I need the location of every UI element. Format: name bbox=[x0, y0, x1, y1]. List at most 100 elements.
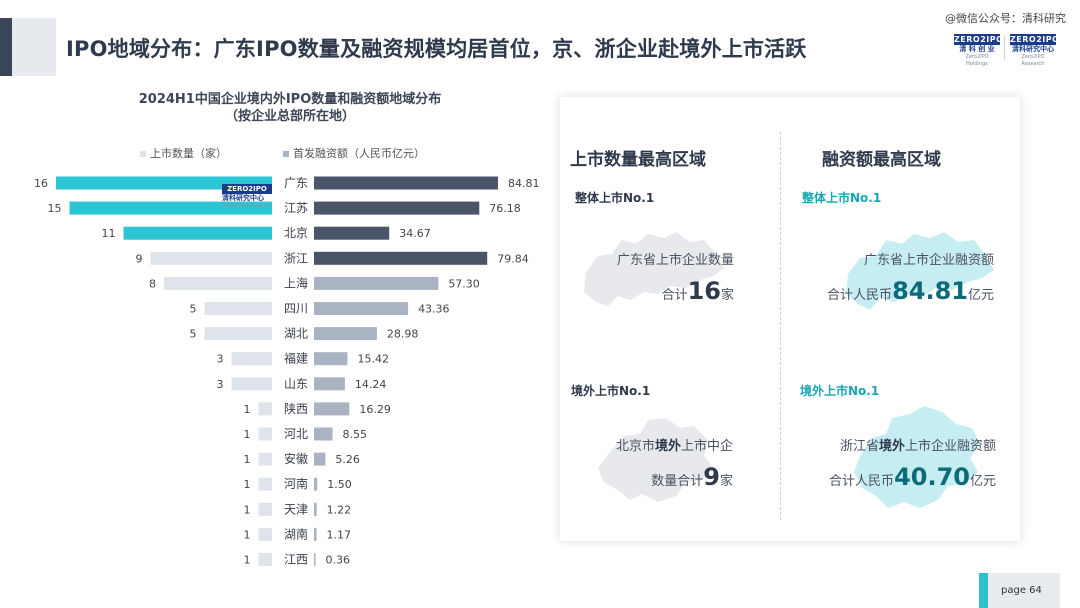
q4-unit: 亿元 bbox=[969, 474, 996, 489]
logo-brand: ZERO2IPO bbox=[1010, 34, 1060, 45]
panel-divider bbox=[780, 132, 781, 520]
q2-unit: 亿元 bbox=[967, 288, 994, 303]
count-value-label: 1 bbox=[244, 428, 251, 441]
q3-label: 境外上市No.1 bbox=[571, 384, 651, 398]
q2-label: 整体上市No.1 bbox=[802, 191, 882, 205]
amount-bar bbox=[314, 427, 333, 441]
q1-number: 16 bbox=[687, 277, 721, 305]
q3-unit: 家 bbox=[719, 474, 733, 489]
amount-bar bbox=[314, 452, 326, 466]
chart-title-line2: （按企业总部所在地） bbox=[224, 109, 355, 124]
region-label: 河北 bbox=[284, 427, 308, 441]
q1-stat: 广东省上市企业数量 合计16家 bbox=[617, 246, 734, 311]
logo-cn-text: 清 科 创 业 bbox=[959, 45, 995, 53]
region-label: 湖南 bbox=[284, 526, 308, 541]
legend-amount: 首发融资额（人民币亿元） bbox=[283, 145, 425, 161]
count-bar bbox=[56, 176, 272, 190]
q2-stat: 广东省上市企业融资额 合计人民币84.81亿元 bbox=[827, 246, 994, 311]
region-label: 陕西 bbox=[284, 401, 308, 416]
amount-value-label: 28.98 bbox=[387, 328, 419, 341]
amount-value-label: 1.17 bbox=[327, 528, 352, 541]
legend-amount-swatch bbox=[283, 151, 289, 157]
count-value-label: 11 bbox=[102, 227, 116, 240]
page-accent-bar bbox=[979, 573, 988, 608]
count-bar bbox=[258, 527, 272, 541]
q3-line1-c: 上市中企 bbox=[680, 439, 733, 454]
count-bar bbox=[231, 352, 272, 366]
region-label: 安徽 bbox=[284, 451, 308, 466]
amount-value-label: 84.81 bbox=[508, 177, 540, 190]
chart-watermark-cn: 清科研究中心 bbox=[222, 194, 264, 202]
count-value-label: 3 bbox=[217, 378, 224, 391]
legend-count-swatch bbox=[140, 151, 146, 157]
region-label: 天津 bbox=[284, 502, 308, 516]
logo-cn-text: 清科研究中心 bbox=[1012, 45, 1054, 53]
count-value-label: 8 bbox=[149, 277, 156, 290]
count-value-label: 1 bbox=[244, 453, 251, 466]
amount-bar bbox=[314, 327, 377, 341]
region-label: 江苏 bbox=[284, 201, 308, 215]
amount-bar bbox=[314, 477, 318, 491]
q4-line1-a: 浙江省 bbox=[839, 439, 879, 454]
amount-bar bbox=[314, 176, 498, 190]
logo-brand: ZERO2IPO bbox=[954, 34, 1004, 45]
guangdong-map-icon bbox=[584, 232, 724, 306]
amount-bar bbox=[314, 302, 409, 315]
count-value-label: 1 bbox=[244, 528, 251, 541]
count-bar bbox=[258, 477, 272, 491]
page-title: IPO地域分布：广东IPO数量及融资规模均居首位，京、浙企业赴境外上市活跃 bbox=[66, 37, 807, 61]
chart-title-line1: 2024H1中国企业境内外IPO数量和融资额地域分布 bbox=[138, 92, 442, 107]
q3-line1-a: 北京市 bbox=[615, 439, 655, 454]
chart-watermark-en: Zero2IPO Research bbox=[222, 203, 270, 209]
q1-line1: 广东省上市企业数量 bbox=[616, 253, 734, 268]
amount-value-label: 57.30 bbox=[448, 277, 480, 290]
amount-value-label: 1.22 bbox=[327, 503, 352, 516]
region-label: 河南 bbox=[284, 476, 308, 491]
q1-unit: 家 bbox=[720, 288, 734, 303]
page-number: page 64 bbox=[988, 573, 1060, 608]
q4-number: 40.70 bbox=[894, 463, 970, 491]
count-bar bbox=[123, 226, 272, 240]
region-label: 广东 bbox=[284, 176, 308, 190]
heading-top-amount-region: 融资额最高区域 bbox=[822, 150, 941, 170]
region-label: 山东 bbox=[284, 377, 308, 391]
q4-line1: 浙江省境外上市企业融资额 bbox=[829, 432, 996, 462]
amount-bar bbox=[314, 352, 348, 366]
count-bar bbox=[204, 302, 272, 315]
amount-bar bbox=[314, 276, 439, 290]
legend-amount-label: 首发融资额（人民币亿元） bbox=[293, 147, 425, 160]
q1-prefix: 合计 bbox=[661, 288, 688, 303]
amount-value-label: 79.84 bbox=[497, 252, 528, 265]
amount-bar bbox=[314, 402, 350, 416]
q3-line2: 数量合计9家 bbox=[616, 462, 733, 497]
q4-line1-b: 境外 bbox=[878, 439, 905, 454]
q3-prefix: 数量合计 bbox=[651, 474, 704, 489]
region-label: 北京 bbox=[284, 226, 308, 240]
beijing-map-icon bbox=[598, 418, 714, 502]
title-accent-block bbox=[12, 18, 56, 76]
count-bar bbox=[258, 427, 272, 441]
q4-stat: 浙江省境外上市企业融资额 合计人民币40.70亿元 bbox=[829, 432, 996, 497]
count-value-label: 15 bbox=[48, 202, 62, 215]
count-value-label: 5 bbox=[190, 303, 197, 316]
count-value-label: 5 bbox=[190, 328, 197, 341]
amount-bar bbox=[314, 377, 345, 391]
region-label: 四川 bbox=[284, 302, 308, 316]
heading-top-count-region: 上市数量最高区域 bbox=[570, 150, 706, 170]
zero2ipo-research-logo: ZERO2IPO 清科研究中心 Zero2IPO Research bbox=[1010, 34, 1060, 67]
count-bar bbox=[258, 452, 272, 466]
count-bar bbox=[258, 402, 272, 416]
q4-label: 境外上市No.1 bbox=[800, 384, 880, 398]
logo-en-text: Zero2IPO Research bbox=[1021, 54, 1045, 67]
count-bar bbox=[258, 553, 272, 566]
count-bar bbox=[164, 276, 272, 290]
zhejiang-map-icon bbox=[854, 406, 980, 508]
amount-value-label: 76.18 bbox=[489, 202, 521, 215]
amount-value-label: 8.55 bbox=[343, 428, 368, 441]
region-label: 湖北 bbox=[284, 326, 308, 341]
amount-bar bbox=[314, 201, 480, 215]
region-label: 江西 bbox=[284, 553, 308, 567]
count-bar bbox=[231, 377, 272, 391]
amount-bar bbox=[314, 226, 390, 240]
